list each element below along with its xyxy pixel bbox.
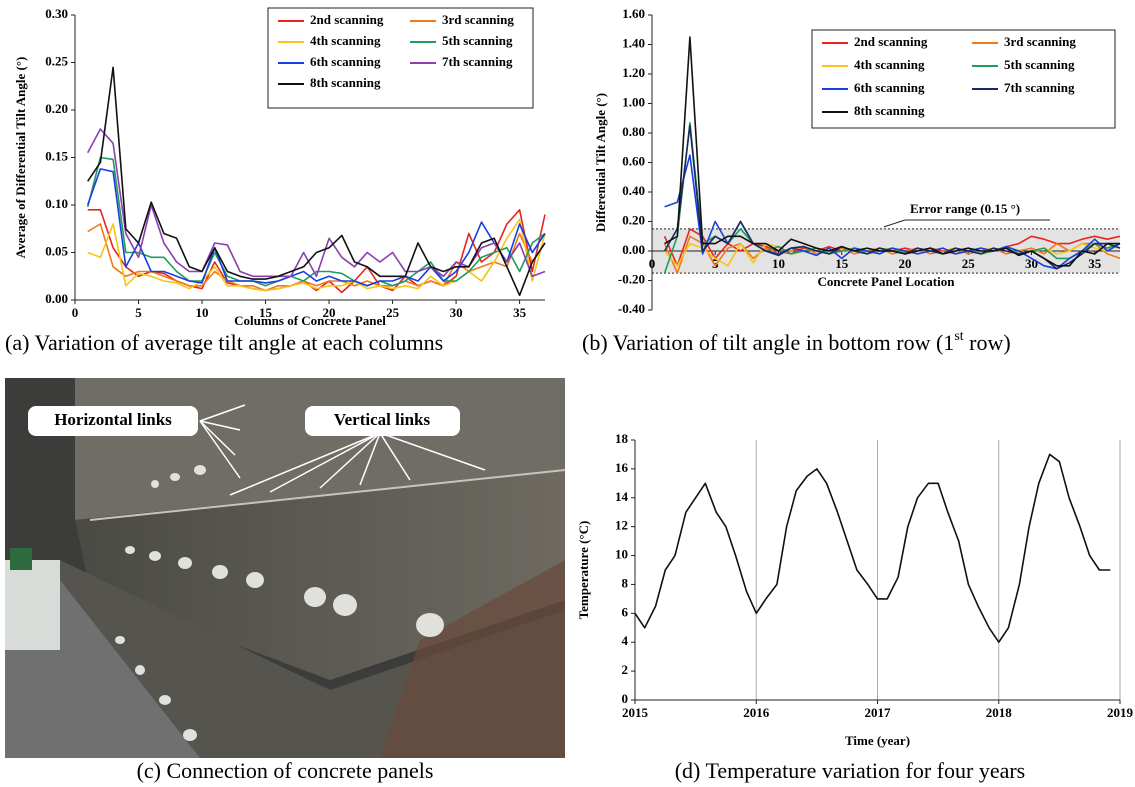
y-tick-label: 0.60 — [622, 153, 645, 168]
photo-label: Horizontal links — [54, 410, 172, 429]
x-tick-label: 20 — [898, 256, 911, 271]
label-arrows — [199, 404, 486, 496]
x-axis-title: Time (year) — [845, 733, 910, 748]
y-axis-title: Temperature (°C) — [576, 521, 591, 620]
caption: (d) Temperature variation for four years — [675, 758, 1026, 783]
x-axis-title: Concrete Panel Location — [818, 274, 956, 289]
y-tick-label: 14 — [615, 489, 629, 504]
y-tick-label: 0.15 — [45, 148, 68, 163]
y-tick-label: 0.10 — [45, 196, 68, 211]
y-tick-label: 6 — [622, 604, 629, 619]
y-tick-label: 16 — [615, 460, 629, 475]
legend-label: 6th scanning — [310, 54, 381, 69]
y-tick-label: 0.25 — [45, 53, 68, 68]
y-tick-label: -0.40 — [618, 301, 645, 316]
data-line — [664, 36, 1120, 267]
label-box — [305, 406, 460, 436]
y-tick-label: 0.20 — [45, 101, 68, 116]
x-tick-label: 10 — [196, 305, 209, 320]
legend-label: 3rd scanning — [442, 12, 514, 27]
legend-label: 8th scanning — [310, 75, 381, 90]
y-tick-label: 1.20 — [622, 65, 645, 80]
legend-label: 6th scanning — [854, 80, 925, 95]
x-tick-label: 25 — [386, 305, 400, 320]
x-tick-label: 2018 — [986, 705, 1013, 720]
panel-edge — [89, 469, 566, 521]
legend-box — [267, 7, 534, 109]
legend-label: 4th scanning — [310, 33, 381, 48]
y-tick-label: 0.30 — [45, 6, 68, 21]
y-tick-label: 8 — [622, 575, 629, 590]
caption-part: st — [954, 329, 963, 344]
caption-part: (d) Temperature variation for four years — [675, 758, 1026, 783]
legend-label: 7th scanning — [1004, 80, 1075, 95]
label-box — [28, 406, 198, 436]
x-tick-label: 5 — [712, 256, 719, 271]
bolts — [115, 465, 444, 741]
x-tick-label: 10 — [772, 256, 785, 271]
x-tick-label: 2017 — [865, 705, 892, 720]
y-tick-label: 1.00 — [622, 94, 645, 109]
y-tick-label: 0.40 — [622, 183, 645, 198]
y-tick-label: 0 — [622, 691, 629, 706]
y-tick-label: 0.20 — [622, 212, 645, 227]
y-tick-label: 1.40 — [622, 35, 645, 50]
x-tick-label: 35 — [513, 305, 527, 320]
data-line — [87, 209, 546, 294]
legend-label: 5th scanning — [442, 33, 513, 48]
x-tick-label: 30 — [450, 305, 463, 320]
legend-label: 2nd scanning — [310, 12, 384, 27]
vegetation — [380, 560, 565, 758]
x-tick-label: 2015 — [622, 705, 649, 720]
caption: (b) Variation of tilt angle in bottom ro… — [582, 329, 1011, 355]
caption-part: (b) Variation of tilt angle in bottom ro… — [582, 330, 954, 355]
y-tick-label: 12 — [615, 518, 628, 533]
container — [5, 560, 60, 650]
caption: (c) Connection of concrete panels — [137, 758, 434, 783]
data-line — [86, 156, 546, 287]
legend-label: 5th scanning — [1004, 57, 1075, 72]
x-tick-label: 2019 — [1107, 705, 1134, 720]
x-tick-label: 0 — [72, 305, 79, 320]
photo: Horizontal links Vertical links — [5, 378, 566, 758]
y-tick-label: 0.05 — [45, 243, 68, 258]
legend-label: 7th scanning — [442, 54, 513, 69]
x-tick-label: 2016 — [743, 705, 770, 720]
x-tick-label: 15 — [835, 256, 849, 271]
y-tick-label: 0.00 — [45, 291, 68, 306]
photo-label: Vertical links — [334, 410, 431, 429]
legend-label: 8th scanning — [854, 103, 925, 118]
legend-label: 2nd scanning — [854, 34, 928, 49]
annotation-arrow — [883, 219, 906, 228]
data-line — [86, 168, 546, 287]
y-tick-label: 18 — [615, 431, 629, 446]
x-tick-label: 15 — [259, 305, 273, 320]
data-line — [634, 453, 1111, 643]
caption-part: (a) Variation of average tilt angle at e… — [5, 330, 443, 355]
legend-label: 4th scanning — [854, 57, 925, 72]
x-tick-label: 5 — [135, 305, 142, 320]
x-tick-label: 25 — [962, 256, 976, 271]
caption: (a) Variation of average tilt angle at e… — [5, 330, 443, 355]
data-line — [87, 66, 546, 297]
y-tick-label: 0.80 — [622, 124, 645, 139]
y-tick-label: 0.00 — [622, 242, 645, 257]
sign — [10, 548, 32, 570]
caption-part: row) — [964, 330, 1011, 355]
x-tick-label: 20 — [323, 305, 336, 320]
y-tick-label: 2 — [622, 662, 629, 677]
y-tick-label: 10 — [615, 547, 628, 562]
annotation: Error range (0.15 °) — [910, 201, 1020, 216]
y-tick-label: -0.20 — [618, 271, 645, 286]
x-axis-title: Columns of Concrete Panel — [234, 313, 386, 328]
legend-box — [811, 29, 1116, 129]
y-tick-label: 4 — [622, 633, 629, 648]
x-tick-label: 35 — [1088, 256, 1102, 271]
legend-label: 3rd scanning — [1004, 34, 1076, 49]
y-axis-title: Differential Tilt Angle (°) — [593, 93, 608, 232]
y-tick-label: 1.60 — [622, 6, 645, 21]
y-axis-title: Average of Differential Tilt Angle (°) — [13, 57, 28, 259]
